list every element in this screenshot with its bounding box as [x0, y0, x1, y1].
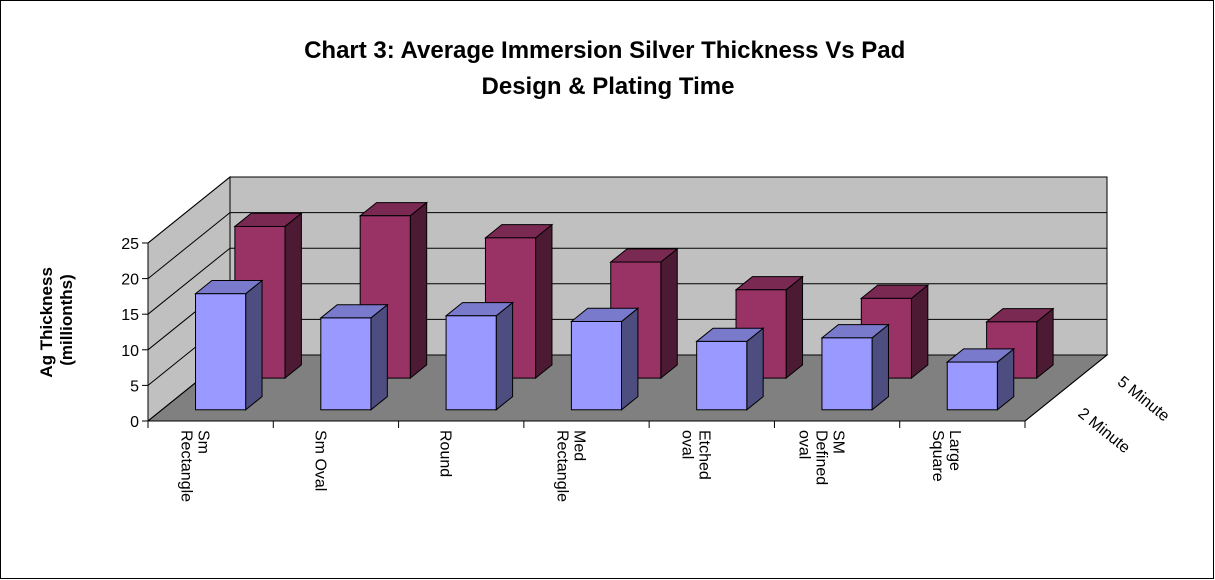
y-axis-title: Ag Thickness (millionths) [37, 262, 76, 377]
bar-side [871, 323, 889, 411]
y-tick-label: 25 [121, 236, 139, 253]
bar [946, 361, 998, 411]
bar-side [370, 303, 388, 411]
bar [320, 317, 372, 411]
bar [696, 340, 748, 411]
grid-line [147, 212, 1107, 279]
x-tick-label: Round [437, 430, 454, 477]
x-tick-label: Sm Rectangle [178, 430, 212, 502]
bar-side [409, 201, 428, 380]
chart-title: Chart 3: Average Immersion Silver Thickn… [304, 37, 912, 100]
y-tick-label: 10 [121, 343, 139, 360]
bar-side [620, 307, 639, 411]
bar-side [910, 284, 929, 380]
bar [570, 320, 622, 411]
bar-side [495, 301, 514, 411]
bar-side [660, 247, 678, 380]
bar [821, 337, 873, 411]
bar-side [785, 275, 804, 380]
y-tick-label: 5 [130, 378, 139, 395]
bar-side [535, 223, 553, 380]
x-tick-label: Large Square [929, 430, 963, 482]
bar-side [245, 279, 263, 411]
grid-line [147, 247, 1107, 315]
bar [445, 315, 497, 411]
x-tick-label: Med Rectangle [553, 430, 587, 502]
x-tick-label: SM Defined oval [795, 430, 846, 490]
x-tick-label: Etched oval [679, 430, 713, 484]
grid-line [147, 176, 1107, 244]
depth-axis [1024, 354, 1108, 422]
bar-side [284, 212, 302, 380]
bar [195, 293, 247, 411]
y-tick-label: 15 [121, 307, 139, 324]
x-tick-label: Sm Oval [311, 430, 328, 491]
y-tick-label: 20 [121, 272, 139, 289]
bar-side [746, 327, 764, 411]
y-tick-label: 0 [130, 414, 139, 431]
